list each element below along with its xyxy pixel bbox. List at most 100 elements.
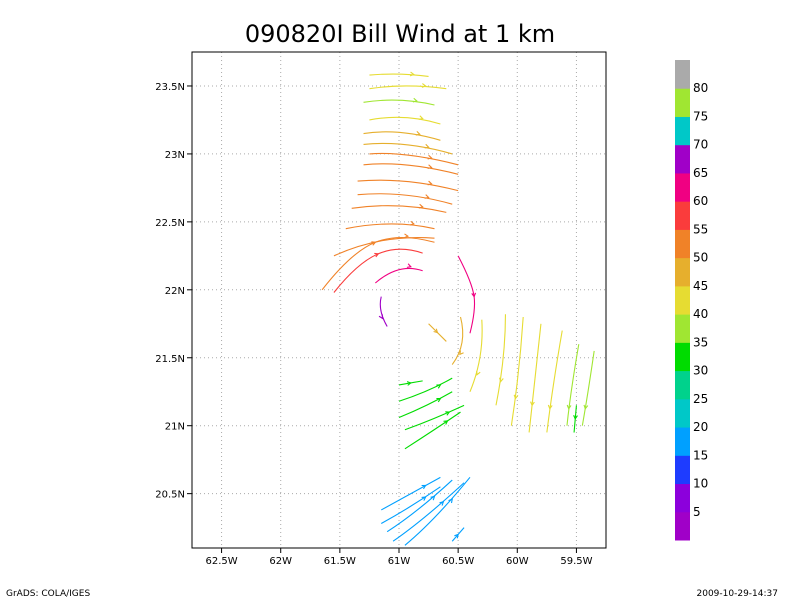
y-tick-label: 22N [165,286,185,297]
streamline [566,344,580,426]
streamline-arrow [427,164,433,170]
streamline [333,236,435,257]
streamline [333,248,423,293]
streamline-arrow [583,404,589,410]
streamline [374,267,423,284]
streamline [363,131,441,141]
streamline [380,486,441,525]
colorbar-swatch [675,370,690,400]
streamline-arrow [427,154,433,160]
colorbar-label: 20 [693,420,708,434]
x-tick-label: 61W [388,556,411,567]
streamline [351,205,447,213]
streamline-arrow [459,350,464,356]
colorbar-swatch [675,455,690,485]
streamline [451,316,464,365]
streamline-arrow [421,83,427,88]
streamline-arrow [547,404,553,410]
colorbar-swatch [675,116,690,146]
streamlines [321,71,595,546]
colorbar-label: 65 [693,166,708,180]
streamline-arrow [476,370,481,376]
colorbar-swatch [675,483,690,513]
streamline-arrow [454,533,459,539]
streamline-arrow [530,401,535,407]
colorbar-label: 5 [693,505,701,519]
colorbar-swatch [675,229,690,259]
colorbar-swatch [675,342,690,372]
streamline [369,152,459,166]
streamline [510,316,524,426]
streamline-arrow [424,194,430,199]
streamline [528,323,542,433]
x-tick-label: 59.5W [560,556,592,567]
streamline [363,99,435,106]
streamline [369,85,447,90]
streamline-arrow [415,130,421,136]
streamline-arrow [406,263,412,268]
streamline [379,296,388,327]
colorbar-label: 45 [693,279,708,293]
y-tick-label: 20.5N [155,490,185,501]
colorbar-swatch [675,88,690,117]
streamline-arrow [412,97,418,103]
streamline [398,391,453,419]
footer-left: GrADS: COLA/IGES [6,589,90,599]
streamline-arrow [443,420,449,425]
streamline-arrow [371,241,377,246]
streamline [386,479,453,533]
streamline-arrow [513,394,519,400]
streamline-arrow [436,397,442,403]
streamline-arrow [430,495,436,501]
streamline-arrow [433,328,439,334]
streamline-arrow [421,484,427,490]
colorbar-label: 10 [693,477,708,491]
x-tick-label: 62W [269,556,292,567]
streamline-arrow [499,377,504,383]
streamline [546,330,563,433]
streamline [392,482,465,542]
streamline [581,350,595,426]
colorbar-swatch [675,257,690,287]
colorbar-swatch [675,398,690,428]
colorbar-swatch [675,144,690,174]
grid [192,52,606,548]
streamline [345,223,435,230]
colorbar-label: 50 [693,251,708,265]
chart-title: 090820I Bill Wind at 1 km [245,20,555,48]
colorbar-swatch [675,172,690,202]
colorbar-label: 15 [693,448,708,462]
streamline [398,377,453,402]
streamline-arrow [409,71,415,77]
colorbar-swatch [675,511,690,541]
streamline-arrow [406,381,412,386]
colorbar-swatch [675,427,690,456]
streamline [404,476,471,546]
streamline [321,236,435,291]
x-tick-label: 60.5W [442,556,474,567]
streamline-arrow [424,143,430,149]
colorbar-label: 25 [693,392,708,406]
colorbar: 5 10 15 20 25 30 35 40 45 50 55 60 65 70 75 80 [675,60,708,541]
colorbar-swatch [675,60,690,89]
y-tick-label: 22.5N [155,218,185,229]
streamline-arrow [374,252,380,258]
streamline [363,142,453,155]
y-tick-label: 21.5N [155,354,185,365]
y-tick-label: 23N [165,150,185,161]
streamline [495,314,507,406]
streamline-arrow [471,292,477,298]
streamline-arrow [445,411,451,416]
axis-ticks: 62.5W 62W 61.5W 61W 60.5W 60W 59.5W 23.5N 23N 22.… [155,82,592,567]
streamline-arrow [421,496,427,501]
x-tick-label: 60W [506,556,529,567]
colorbar-label: 35 [693,335,708,349]
streamline [363,163,459,175]
footer-right: 2009-10-29-14:37 [697,589,779,599]
streamline-arrow [418,203,424,209]
colorbar-label: 75 [693,109,708,123]
colorbar-label: 70 [693,138,708,152]
streamline-arrow [409,220,415,226]
y-tick-label: 21N [165,422,185,433]
streamline [380,476,441,511]
